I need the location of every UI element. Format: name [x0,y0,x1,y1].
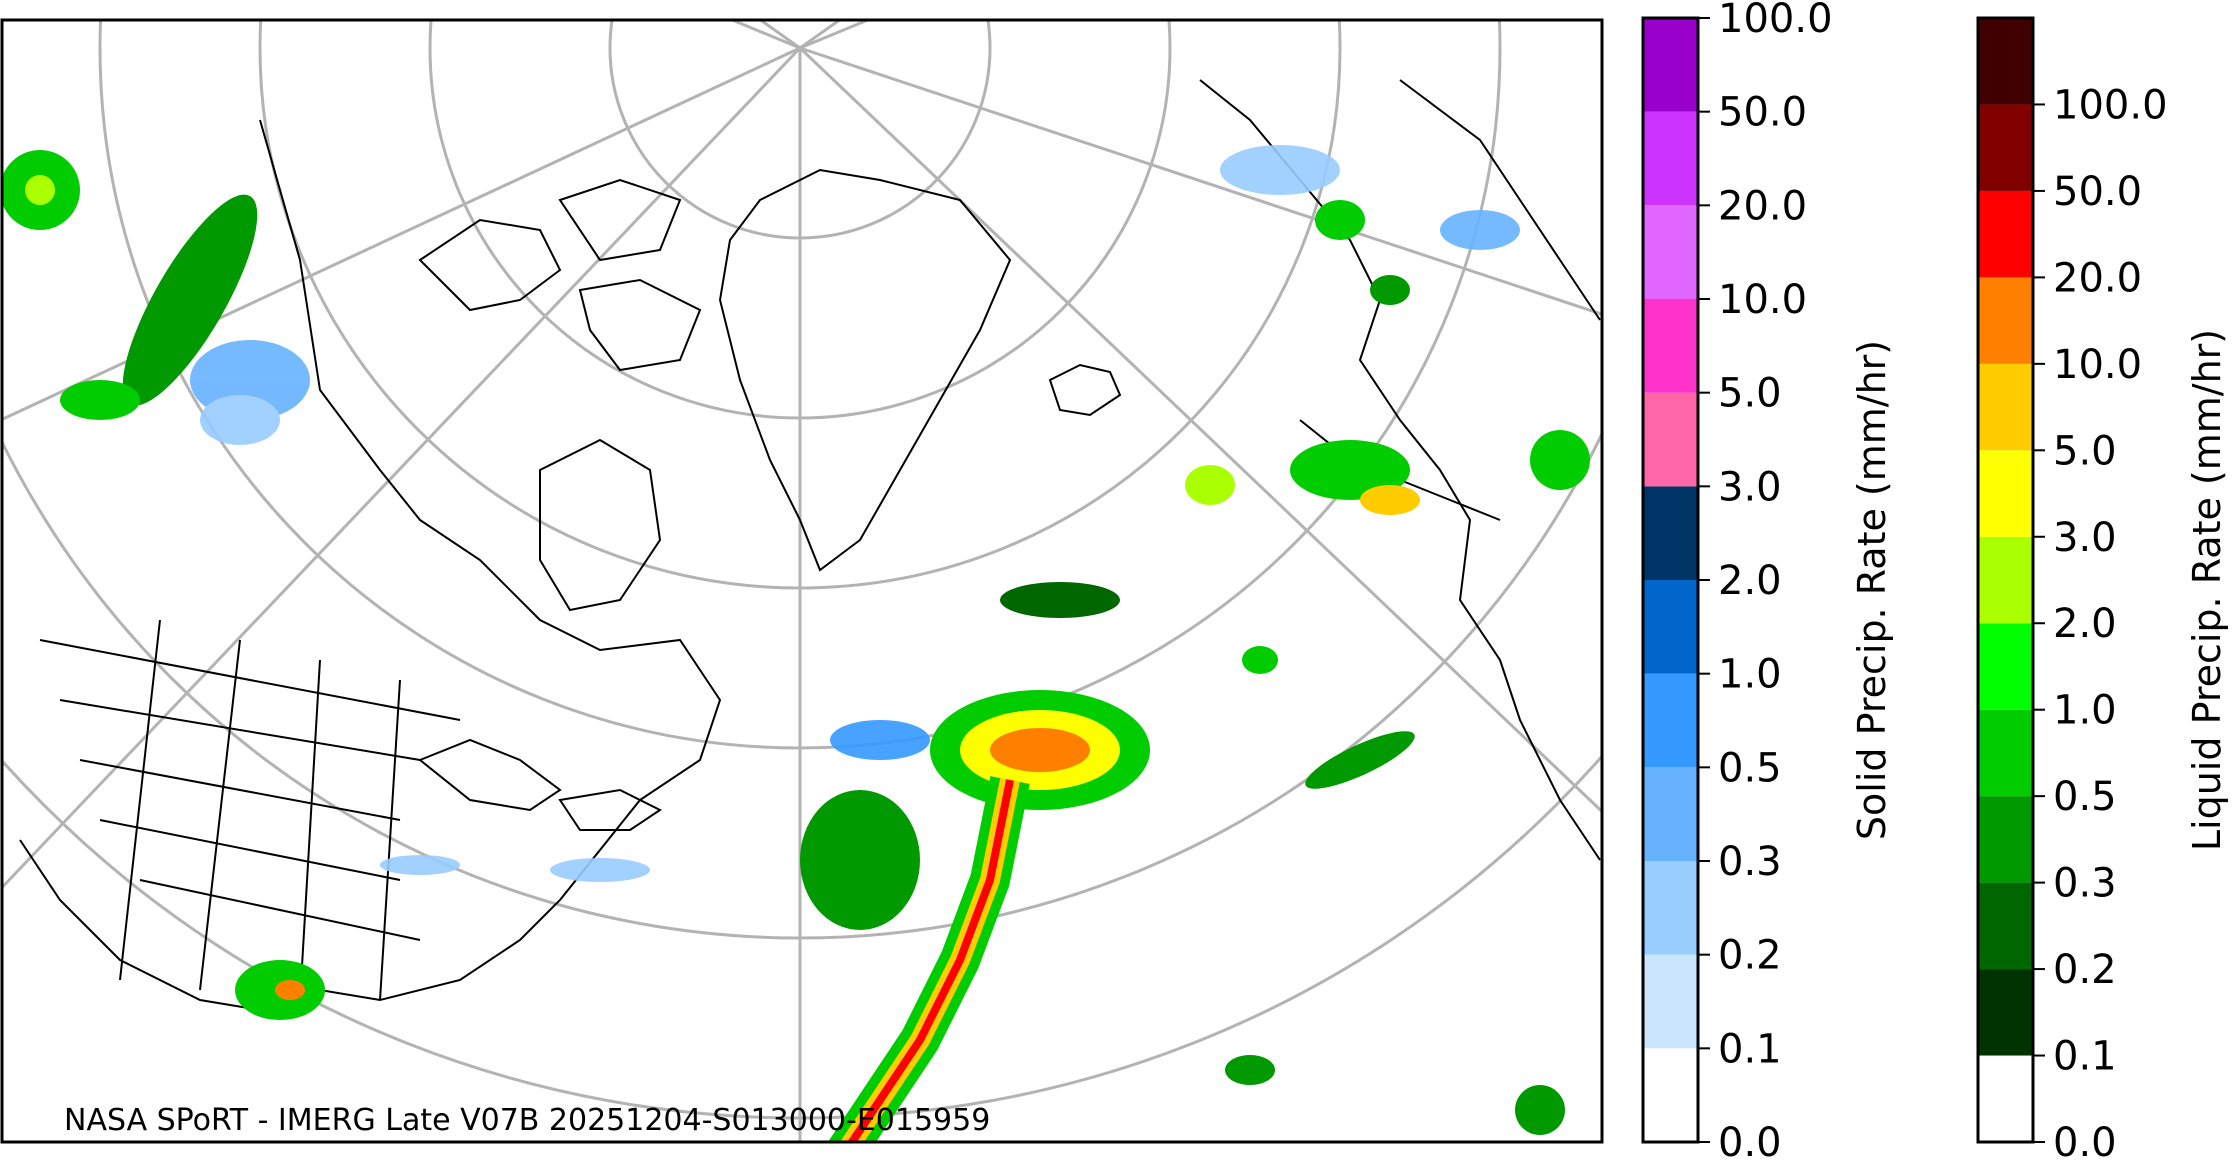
liquid-swatch [1978,882,2033,970]
solid-swatch [1643,954,1698,1049]
precip-map: NASA SPoRT - IMERG Late V07B 20251204-S0… [0,18,1604,1144]
liquid-tick-label: 100.0 [2053,82,2168,128]
liquid-swatch [1978,709,2033,797]
solid-swatch [1643,580,1698,674]
solid-swatch [1643,673,1698,768]
solid-tick-label: 20.0 [1718,183,1807,229]
solid-colorbar-title: Solid Precip. Rate (mm/hr) [1850,340,1894,840]
liquid-tick-label: 0.0 [2053,1120,2117,1166]
liquid-colorbar-frame [1976,16,2035,1144]
solid-precip-areas [190,145,1520,882]
liquid-tick-label: 0.2 [2053,947,2117,993]
liquid-swatch [1978,969,2033,1056]
solid-colorbar-swatches [1641,16,1700,1144]
solid-tick-label: 1.0 [1718,652,1782,698]
solid-tick-label: 3.0 [1718,464,1782,510]
liquid-tick-label: 0.1 [2053,1034,2117,1080]
solid-tick-label: 10.0 [1718,277,1807,323]
liquid-swatch [1978,190,2033,278]
liquid-swatch [1978,277,2033,364]
map-frame [0,18,1604,1144]
liquid-swatch [1978,363,2033,451]
liquid-colorbar-ticks: 0.0 0.1 0.2 0.3 0.5 1.0 2.0 3.0 5.0 10.0 20.0 50.0 1… [2033,82,2168,1166]
solid-tick-label: 0.5 [1718,745,1782,791]
liquid-precip-colorbar: 0.0 0.1 0.2 0.3 0.5 1.0 2.0 3.0 5.0 10.0 20.0 50.0 1… [1950,0,2237,1167]
liquid-colorbar-swatches [1976,16,2035,1144]
solid-tick-label: 5.0 [1718,371,1782,417]
solid-swatch [1643,299,1698,393]
coastlines [19,79,1601,1012]
solid-precip-colorbar: 0.0 0.1 0.2 0.3 0.5 1.0 2.0 3.0 5.0 10.0 20.0 50.0 1… [1615,0,2035,1167]
liquid-swatch [1978,18,2033,105]
liquid-tick-label: 3.0 [2053,515,2117,561]
solid-swatch [1643,861,1698,955]
map-panel: NASA SPoRT - IMERG Late V07B 20251204-S0… [0,18,1604,1144]
solid-swatch [1643,111,1698,206]
liquid-tick-label: 0.5 [2053,774,2117,820]
liquid-swatch [1978,623,2033,710]
liquid-tick-label: 2.0 [2053,601,2117,647]
liquid-tick-label: 0.3 [2053,861,2117,907]
liquid-colorbar-title: Liquid Precip. Rate (mm/hr) [2185,329,2229,851]
solid-swatch [1643,767,1698,861]
liquid-swatch [1978,450,2033,537]
solid-swatch [1643,205,1698,299]
solid-tick-label: 100.0 [1718,0,1833,42]
liquid-tick-label: 50.0 [2053,169,2142,215]
liquid-tick-label: 1.0 [2053,688,2117,734]
liquid-swatch [1978,1055,2033,1142]
solid-tick-label: 50.0 [1718,90,1807,136]
solid-tick-label: 0.3 [1718,839,1782,885]
solid-tick-label: 0.0 [1718,1120,1782,1166]
solid-swatch [1643,18,1698,112]
liquid-tick-label: 20.0 [2053,255,2142,301]
credit-label: NASA SPoRT - IMERG Late V07B 20251204-S0… [64,1103,990,1138]
solid-swatch [1643,486,1698,580]
liquid-swatch [1978,796,2033,883]
solid-colorbar-ticks: 0.0 0.1 0.2 0.3 0.5 1.0 2.0 3.0 5.0 10.0 20.0 50.0 1… [1698,0,1833,1166]
liquid-precip-areas [2,150,1590,1142]
liquid-tick-label: 5.0 [2053,428,2117,474]
solid-swatch [1643,392,1698,487]
solid-tick-label: 2.0 [1718,558,1782,604]
liquid-swatch [1978,536,2033,624]
solid-tick-label: 0.2 [1718,933,1782,979]
liquid-swatch [1978,104,2033,191]
solid-tick-label: 0.1 [1718,1026,1782,1072]
liquid-tick-label: 10.0 [2053,342,2142,388]
solid-swatch [1643,1048,1698,1142]
